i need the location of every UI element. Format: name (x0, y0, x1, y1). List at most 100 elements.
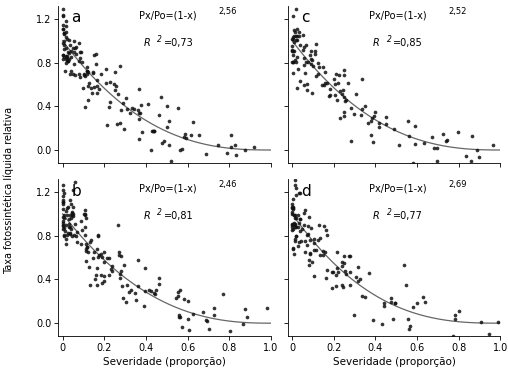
Point (59, 52, 68, 59)
Point (70, 49, 78, 55)
Point (449, 333, 457, 339)
Point (341, 98, 350, 104)
Point (291, 221, 299, 227)
Point (59, 22, 67, 28)
Text: =0,73: =0,73 (164, 38, 194, 48)
Text: =0,81: =0,81 (164, 211, 193, 221)
Point (477, 169, 485, 175)
Point (291, 28, 299, 35)
Point (106, 79, 114, 85)
Point (97, 71, 105, 77)
Point (70, 38, 78, 44)
Point (71, 221, 79, 227)
Point (175, 314, 183, 320)
Point (342, 97, 351, 103)
Point (355, 264, 363, 270)
Point (174, 289, 182, 295)
Point (59, 233, 68, 239)
Point (59, 214, 67, 220)
Point (307, 60, 315, 66)
Point (59, 26, 67, 32)
Point (165, 118, 173, 124)
Point (61, 45, 70, 51)
Point (232, 152, 240, 158)
Point (344, 80, 353, 86)
Point (69, 187, 77, 193)
Point (288, 48, 296, 54)
Text: R: R (143, 38, 150, 48)
Point (290, 39, 298, 45)
Point (59, 222, 67, 228)
Point (93, 265, 101, 271)
Point (306, 52, 314, 58)
Point (288, 204, 296, 211)
Point (135, 86, 143, 92)
Point (291, 212, 299, 218)
Point (454, 129, 462, 135)
Point (214, 142, 223, 149)
Point (63, 54, 71, 60)
Point (290, 212, 298, 218)
Point (115, 252, 123, 258)
Point (82, 215, 90, 221)
Text: c: c (301, 10, 309, 25)
Point (321, 249, 329, 255)
Point (58, 218, 67, 224)
Point (205, 326, 213, 332)
Point (473, 147, 482, 153)
Point (84, 97, 92, 103)
Point (65, 230, 73, 236)
Point (81, 104, 89, 110)
Text: 2,52: 2,52 (449, 7, 467, 16)
Point (369, 138, 377, 144)
Point (296, 42, 304, 48)
Point (150, 128, 158, 134)
Point (178, 324, 186, 330)
Point (404, 118, 412, 124)
Point (300, 44, 308, 50)
Point (63, 58, 71, 64)
Point (100, 259, 108, 265)
Point (181, 131, 189, 137)
Point (409, 304, 418, 310)
Point (69, 204, 77, 210)
Point (59, 226, 67, 232)
Point (333, 97, 341, 103)
Point (59, 206, 68, 212)
Point (83, 244, 91, 250)
Point (64, 54, 72, 60)
Point (70, 62, 78, 68)
Point (331, 92, 339, 98)
Point (319, 64, 327, 70)
Point (89, 52, 98, 58)
Point (110, 81, 118, 87)
Point (300, 222, 308, 228)
Point (93, 90, 101, 96)
Point (116, 271, 124, 277)
Point (64, 49, 72, 55)
Point (292, 192, 300, 198)
Point (107, 266, 115, 272)
Point (60, 215, 68, 221)
Point (66, 225, 74, 231)
Point (176, 147, 184, 153)
Point (84, 249, 92, 255)
Point (293, 33, 301, 40)
Point (289, 59, 297, 65)
Point (380, 303, 388, 309)
Point (80, 223, 88, 230)
Point (303, 81, 311, 87)
Point (293, 37, 301, 43)
Point (150, 128, 158, 134)
Point (174, 106, 182, 112)
Point (81, 212, 89, 218)
Point (79, 86, 87, 92)
Point (138, 129, 146, 135)
Point (322, 274, 330, 280)
Point (315, 234, 324, 241)
Point (226, 328, 234, 334)
Point (455, 308, 463, 314)
Point (58, 40, 67, 46)
Point (100, 273, 108, 279)
Point (108, 268, 116, 274)
